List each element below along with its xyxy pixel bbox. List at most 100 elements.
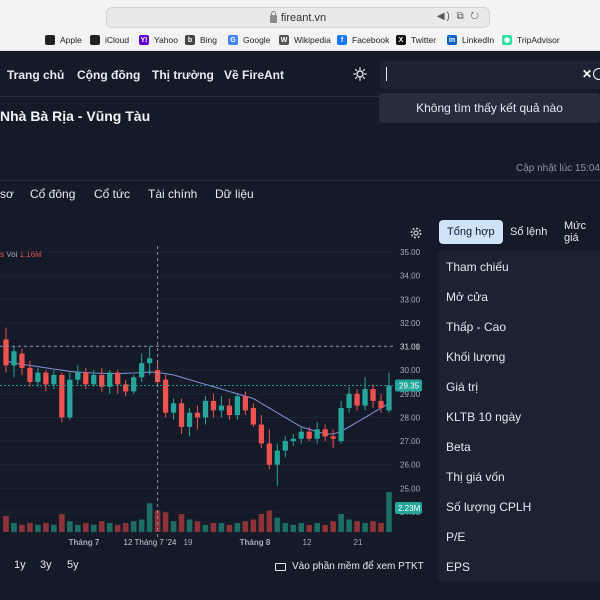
bookmark-label: Apple (60, 35, 82, 45)
tab-dividends[interactable]: Cổ tức (94, 187, 131, 201)
tab-price-levels[interactable]: Mức giá (564, 220, 587, 244)
summary-row-label: KLTB 10 ngày (446, 410, 522, 424)
volume-bar (194, 521, 201, 532)
address-bar[interactable]: fireant.vn ◀︎) ⧉ ↻ (106, 7, 490, 28)
candle-body (154, 370, 161, 382)
tab-financials[interactable]: Tài chính (148, 187, 198, 201)
volume-bar (178, 514, 185, 532)
tab-summary[interactable]: Tổng hợp (439, 220, 503, 244)
x-tick-label: Tháng 7 (69, 538, 100, 547)
audio-translate-icons[interactable]: ◀︎) ⧉ ↻ (436, 11, 481, 22)
bookmark-icloud[interactable]: iCloud (90, 35, 129, 45)
bookmark-bing[interactable]: b Bing (185, 35, 217, 45)
volume-bar (290, 524, 297, 532)
volume-bar (3, 515, 9, 532)
volume-bar (234, 523, 241, 532)
range-5y-button[interactable]: 5y (67, 559, 79, 571)
candle-body (131, 377, 137, 392)
volume-bar (330, 521, 336, 532)
bookmark-apple[interactable]: Apple (45, 35, 82, 45)
volume-bar (210, 523, 217, 532)
last-price-badge (395, 379, 422, 392)
last-volume-badge (395, 502, 422, 514)
candle-body (99, 374, 105, 387)
browser-chrome: fireant.vn ◀︎) ⧉ ↻ Apple iCloud Y! Yahoo b Bi… (0, 0, 600, 51)
candle-body (386, 385, 392, 411)
candle-body (194, 412, 201, 418)
volume-bar (146, 503, 153, 532)
candle-body (139, 363, 145, 378)
search-input[interactable] (380, 61, 600, 89)
summary-row-label: Khối lượng (446, 350, 506, 364)
candle-body (274, 450, 280, 465)
candle-body (67, 379, 73, 418)
candle-body (170, 403, 177, 413)
bookmark-linkedin[interactable]: in LinkedIn (447, 35, 494, 45)
apple-icon (90, 35, 100, 45)
x-tick-label: 12 Tháng 7 '24 (124, 538, 178, 547)
summary-panel: Tham chiếu Mở cửa Thấp - Cao Khối lượng Giá … (438, 251, 600, 582)
volume-bar (298, 523, 305, 532)
nav-market[interactable]: Thị trường (152, 68, 214, 82)
volume-bar (82, 523, 89, 532)
nav-community[interactable]: Cộng đồng (77, 68, 141, 82)
volume-bar (170, 521, 177, 532)
bookmark-tripadvisor[interactable]: ◉ TripAdvisor (502, 35, 560, 45)
lock-icon (269, 10, 277, 23)
nav-home[interactable]: Trang chủ (7, 68, 65, 82)
bookmark-google[interactable]: G Google (228, 35, 270, 45)
legend-prefix: s (0, 250, 4, 259)
search-icon[interactable] (593, 68, 600, 80)
bookmark-wikipedia[interactable]: W Wikipedia (279, 35, 331, 45)
volume-bar (242, 521, 249, 532)
x-tick-label: 21 (354, 538, 363, 547)
nav-about[interactable]: Về FireAnt (224, 68, 285, 82)
tab-overview[interactable]: sơ (0, 187, 14, 201)
wikipedia-icon: W (279, 35, 289, 45)
chart-legend: s Vol 1.16M (0, 250, 42, 259)
volume-bar (266, 510, 273, 532)
open-ptkt-link[interactable]: Vào phần mềm để xem PTKT (275, 561, 424, 572)
volume-bar (106, 523, 113, 532)
candle-body (290, 438, 296, 442)
summary-row-label: Tham chiếu (446, 260, 509, 274)
summary-row-label: Beta (446, 440, 471, 454)
candle-body (258, 424, 264, 444)
legend-vol-value: 1.16M (19, 250, 42, 259)
price-chart[interactable]: 35.00 34.00 33.00 32.00 31.00 30.00 29.00 28.00… (0, 240, 430, 560)
tab-shareholders[interactable]: Cổ đông (30, 187, 76, 201)
candle-body (210, 400, 217, 411)
bookmark-facebook[interactable]: f Facebook (337, 35, 389, 45)
company-name: Nhà Bà Rịa - Vũng Tàu (0, 108, 151, 124)
range-1y-button[interactable]: 1y (14, 559, 26, 571)
linkedin-icon: in (447, 35, 457, 45)
candle-body (362, 389, 368, 406)
candle-body (83, 372, 89, 385)
y-tick-label: 35.00 (400, 248, 421, 257)
candle-body (266, 443, 272, 465)
clear-search-icon[interactable]: ✕ (582, 67, 593, 81)
theme-toggle-sun-icon[interactable] (353, 67, 367, 81)
candle-body (250, 408, 256, 425)
x-tick-label: 19 (184, 538, 193, 547)
volume-bar (19, 524, 25, 532)
chart-settings-gear-icon[interactable] (409, 226, 423, 240)
tab-order-book[interactable]: Sổ lệnh (510, 226, 548, 238)
candle-body (226, 405, 233, 416)
volume-bar (338, 514, 344, 532)
volume-bar (98, 521, 105, 532)
candle-body (354, 393, 360, 406)
volume-bar (186, 519, 193, 532)
volume-bar (11, 523, 17, 532)
y-tick-label: 28.00 (400, 413, 421, 422)
candle-body (35, 372, 41, 382)
volume-bar (67, 521, 73, 532)
bookmark-twitter[interactable]: X Twitter (396, 35, 436, 45)
twitter-icon: X (396, 35, 406, 45)
tab-data[interactable]: Dữ liệu (215, 187, 254, 201)
text-caret (386, 67, 387, 81)
divider (0, 180, 600, 181)
bookmark-label: Wikipedia (294, 35, 331, 45)
bookmark-yahoo[interactable]: Y! Yahoo (139, 35, 178, 45)
range-3y-button[interactable]: 3y (40, 559, 52, 571)
